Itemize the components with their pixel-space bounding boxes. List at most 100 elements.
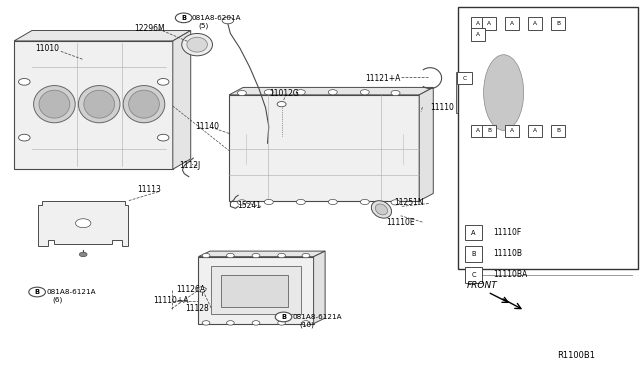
Ellipse shape: [123, 86, 165, 123]
Polygon shape: [229, 95, 419, 201]
Circle shape: [202, 321, 210, 325]
Ellipse shape: [484, 55, 524, 131]
Ellipse shape: [371, 201, 392, 218]
Text: C: C: [471, 272, 476, 278]
Text: 11121+A: 11121+A: [365, 74, 400, 83]
Text: B: B: [471, 251, 476, 257]
Circle shape: [296, 90, 305, 95]
FancyBboxPatch shape: [550, 125, 566, 137]
Polygon shape: [173, 31, 191, 169]
Text: B: B: [281, 314, 286, 320]
Ellipse shape: [187, 37, 207, 52]
FancyBboxPatch shape: [528, 17, 543, 30]
Polygon shape: [38, 201, 128, 246]
Ellipse shape: [34, 86, 76, 123]
Circle shape: [227, 321, 234, 325]
FancyBboxPatch shape: [528, 125, 543, 137]
Text: 11110B: 11110B: [493, 249, 522, 258]
FancyBboxPatch shape: [465, 246, 482, 262]
Circle shape: [19, 78, 30, 85]
Ellipse shape: [84, 90, 115, 118]
Text: A: A: [510, 128, 514, 134]
Polygon shape: [229, 87, 433, 95]
Circle shape: [277, 102, 286, 107]
Circle shape: [296, 199, 305, 205]
Text: A: A: [487, 21, 491, 26]
Text: C: C: [463, 76, 467, 81]
Circle shape: [157, 134, 169, 141]
Circle shape: [360, 90, 369, 95]
Ellipse shape: [79, 86, 120, 123]
Text: 081A8-6201A: 081A8-6201A: [192, 15, 242, 21]
Text: B: B: [181, 15, 186, 21]
Text: (10): (10): [299, 321, 314, 328]
Polygon shape: [211, 266, 301, 314]
Circle shape: [79, 252, 87, 257]
FancyBboxPatch shape: [471, 17, 486, 30]
FancyBboxPatch shape: [471, 125, 486, 137]
Text: 1112J: 1112J: [179, 161, 200, 170]
Polygon shape: [419, 87, 433, 201]
Polygon shape: [540, 31, 629, 154]
Polygon shape: [198, 257, 314, 324]
Circle shape: [19, 134, 30, 141]
Circle shape: [302, 253, 310, 258]
FancyBboxPatch shape: [458, 72, 472, 84]
Circle shape: [360, 199, 369, 205]
Text: 11110: 11110: [430, 103, 454, 112]
Polygon shape: [14, 31, 191, 41]
Text: 11110E: 11110E: [387, 218, 415, 227]
Text: 11251N: 11251N: [394, 198, 424, 207]
Text: A: A: [476, 32, 480, 37]
Text: 11010: 11010: [35, 44, 60, 53]
Circle shape: [302, 321, 310, 325]
Circle shape: [175, 13, 192, 23]
Text: 11110+A: 11110+A: [154, 296, 189, 305]
Circle shape: [264, 90, 273, 95]
Circle shape: [391, 200, 400, 205]
Circle shape: [197, 287, 206, 292]
FancyBboxPatch shape: [550, 17, 566, 30]
Polygon shape: [456, 72, 467, 113]
Text: B: B: [556, 21, 560, 26]
Circle shape: [278, 321, 285, 325]
Text: A: A: [476, 128, 480, 134]
Text: R1100B1: R1100B1: [557, 351, 595, 360]
Circle shape: [264, 199, 273, 205]
Ellipse shape: [182, 33, 212, 56]
Text: 11128: 11128: [186, 304, 209, 313]
FancyBboxPatch shape: [505, 17, 520, 30]
Text: 11140: 11140: [195, 122, 219, 131]
Text: B: B: [487, 128, 491, 134]
FancyBboxPatch shape: [465, 225, 482, 240]
Circle shape: [252, 253, 260, 258]
Text: A: A: [471, 230, 476, 235]
Text: 12296M: 12296M: [134, 24, 165, 33]
Circle shape: [29, 287, 45, 297]
Polygon shape: [14, 41, 173, 169]
Text: FRONT: FRONT: [467, 281, 498, 290]
FancyBboxPatch shape: [482, 125, 497, 137]
Circle shape: [328, 199, 337, 205]
Circle shape: [252, 321, 260, 325]
Text: B: B: [35, 289, 40, 295]
Text: 15241: 15241: [237, 201, 261, 210]
Circle shape: [157, 78, 169, 85]
FancyBboxPatch shape: [505, 125, 520, 137]
Text: 081A8-6121A: 081A8-6121A: [292, 314, 342, 320]
Text: 081A8-6121A: 081A8-6121A: [46, 289, 96, 295]
Polygon shape: [314, 251, 325, 324]
Ellipse shape: [129, 90, 159, 118]
Text: (6): (6): [52, 296, 63, 303]
FancyBboxPatch shape: [471, 28, 486, 41]
Circle shape: [227, 253, 234, 258]
Text: 11110F: 11110F: [493, 228, 521, 237]
Circle shape: [275, 312, 292, 322]
Circle shape: [237, 200, 246, 205]
Text: 11110BA: 11110BA: [493, 270, 527, 279]
Circle shape: [391, 90, 400, 96]
FancyBboxPatch shape: [458, 7, 638, 269]
Text: A: A: [533, 21, 537, 26]
Polygon shape: [198, 251, 325, 257]
Circle shape: [222, 17, 234, 24]
